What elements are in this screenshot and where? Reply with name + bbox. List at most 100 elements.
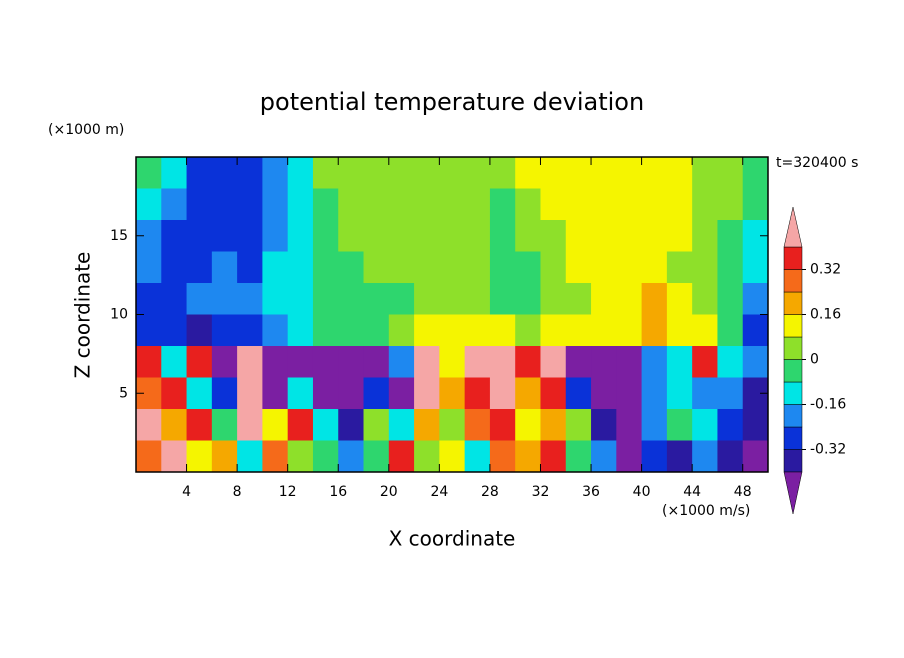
- contour-cell: [439, 377, 466, 410]
- contour-cell: [388, 377, 415, 410]
- contour-cell: [439, 157, 466, 189]
- contour-cell: [717, 220, 744, 252]
- contour-cell: [161, 314, 188, 347]
- contour-cell: [237, 314, 263, 347]
- contour-cell: [641, 377, 668, 410]
- contour-cell: [591, 440, 617, 473]
- contour-cell: [161, 377, 188, 410]
- contour-cell: [641, 157, 668, 189]
- contour-cell: [388, 283, 415, 315]
- contour-cell: [565, 314, 592, 347]
- contour-cell: [287, 377, 314, 410]
- x-tick-label: 8: [233, 484, 242, 500]
- contour-cell: [287, 220, 314, 252]
- contour-cell: [540, 377, 567, 410]
- colorbar-box: [783, 246, 803, 270]
- contour-cell: [742, 283, 769, 315]
- contour-cell: [641, 314, 668, 347]
- contour-cell: [641, 283, 668, 315]
- contour-cell: [287, 346, 314, 378]
- contour-cell: [591, 283, 617, 315]
- contour-cell: [692, 220, 718, 252]
- contour-cell: [262, 346, 289, 378]
- contour-cell: [237, 440, 263, 473]
- contour-cell: [692, 251, 718, 284]
- x-axis-title: X coordinate: [389, 527, 516, 551]
- contour-cell: [717, 188, 744, 221]
- contour-cell: [439, 409, 466, 441]
- x-tick-label: 20: [380, 484, 398, 500]
- contour-cell: [591, 314, 617, 347]
- contour-cell: [161, 346, 188, 378]
- contour-cell: [515, 220, 541, 252]
- contour-cell: [591, 157, 617, 189]
- contour-cell: [211, 440, 238, 473]
- contour-cell: [565, 283, 592, 315]
- contour-cell: [211, 377, 238, 410]
- contour-cell: [464, 346, 491, 378]
- contour-cell: [211, 346, 238, 378]
- contour-cell: [414, 440, 440, 473]
- contour-cell: [439, 346, 466, 378]
- contour-cell: [161, 220, 188, 252]
- contour-cell: [489, 377, 516, 410]
- contour-cell: [439, 251, 466, 284]
- contour-cell: [515, 409, 541, 441]
- contour-cell: [717, 157, 744, 189]
- contour-cell: [186, 157, 213, 189]
- contour-cell: [388, 409, 415, 441]
- contour-cell: [312, 409, 339, 441]
- y-tick-label: 5: [119, 385, 128, 401]
- contour-cell: [742, 157, 769, 189]
- contour-cell: [186, 314, 213, 347]
- contour-cell: [641, 409, 668, 441]
- contour-cell: [388, 157, 415, 189]
- contour-cell: [692, 314, 718, 347]
- contour-cell: [161, 251, 188, 284]
- contour-cell: [211, 251, 238, 284]
- contour-cell: [666, 377, 693, 410]
- contour-cell: [414, 409, 440, 441]
- colorbar-box: [783, 426, 803, 450]
- contour-cell: [136, 346, 162, 378]
- contour-cell: [540, 220, 567, 252]
- contour-cell: [388, 346, 415, 378]
- contour-cell: [338, 346, 365, 378]
- contour-cell: [439, 440, 466, 473]
- contour-cell: [363, 377, 390, 410]
- contour-cell: [666, 346, 693, 378]
- contour-cell: [717, 314, 744, 347]
- contour-cell: [211, 283, 238, 315]
- contour-cell: [717, 346, 744, 378]
- contour-cell: [717, 251, 744, 284]
- contour-cell: [237, 283, 263, 315]
- contour-cell: [136, 409, 162, 441]
- contour-cell: [591, 377, 617, 410]
- contour-cell: [717, 283, 744, 315]
- contour-cell: [414, 157, 440, 189]
- contour-cell: [287, 251, 314, 284]
- contour-cell: [616, 157, 643, 189]
- contour-cell: [136, 283, 162, 315]
- contour-cell: [742, 314, 769, 347]
- contour-cell: [287, 314, 314, 347]
- contour-cell: [489, 251, 516, 284]
- colorbar-box: [783, 404, 803, 428]
- contour-cell: [312, 188, 339, 221]
- contour-cell: [641, 346, 668, 378]
- y-tick-label: 15: [110, 228, 128, 244]
- contour-cell: [338, 440, 365, 473]
- contour-cell: [186, 440, 213, 473]
- contour-cell: [692, 188, 718, 221]
- contour-cell: [540, 283, 567, 315]
- contour-cell: [565, 188, 592, 221]
- contour-cell: [262, 409, 289, 441]
- contour-cell: [262, 251, 289, 284]
- contour-cell: [666, 314, 693, 347]
- contour-cell: [742, 409, 769, 441]
- contour-cell: [237, 409, 263, 441]
- contour-cell: [742, 188, 769, 221]
- contour-cell: [717, 377, 744, 410]
- contour-cell: [312, 440, 339, 473]
